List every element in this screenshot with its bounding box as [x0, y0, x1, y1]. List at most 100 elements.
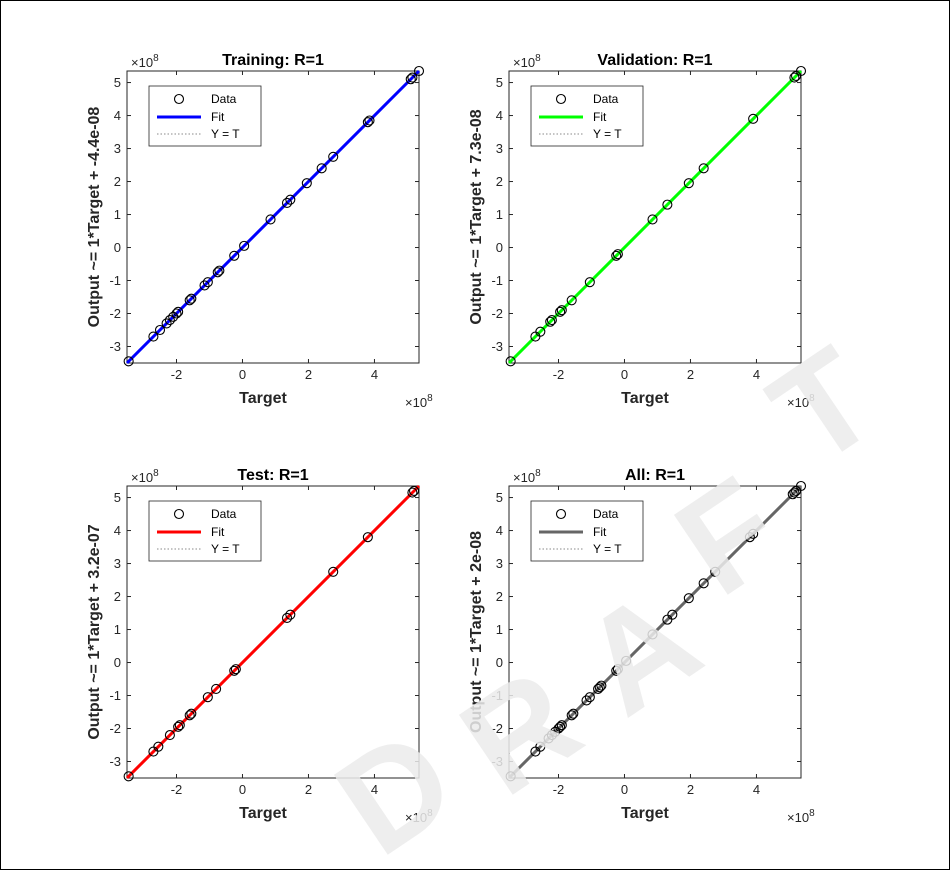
y-scale-exponent: 8 — [535, 468, 541, 479]
y-tick-label: 2 — [496, 174, 503, 189]
x-tick-label: 2 — [687, 367, 694, 382]
data-point — [164, 315, 175, 326]
data-point — [301, 178, 312, 189]
data-point — [744, 532, 755, 543]
y-tick-label: -1 — [109, 688, 121, 703]
y-tick-label: 3 — [496, 141, 503, 156]
y-tick-label: 5 — [496, 490, 503, 505]
y-scale-exponent: 8 — [535, 53, 541, 64]
x-tick-label: 4 — [371, 367, 378, 382]
data-point — [556, 305, 567, 316]
y-tick-label: -3 — [491, 754, 503, 769]
data-point — [683, 593, 694, 604]
data-point — [555, 721, 566, 732]
chart-title: Training: R=1 — [222, 52, 324, 69]
data-point — [748, 113, 759, 124]
y-tick-label: 2 — [496, 589, 503, 604]
data-point — [148, 331, 159, 342]
x-axis-label: Target — [621, 390, 669, 407]
y-tick-label: 0 — [496, 240, 503, 255]
y-tick-label: 4 — [114, 108, 121, 123]
x-tick-label: 0 — [621, 367, 628, 382]
data-point — [611, 250, 622, 261]
data-point — [584, 692, 595, 703]
x-tick-label: -2 — [553, 782, 565, 797]
x-tick-label: 2 — [305, 782, 312, 797]
y-tick-label: -3 — [109, 754, 121, 769]
x-tick-label: 0 — [239, 367, 246, 382]
data-point — [230, 664, 241, 675]
y-tick-label: 4 — [496, 108, 503, 123]
y-tick-label: 0 — [114, 240, 121, 255]
legend: Data Fit Y = T — [148, 500, 262, 562]
chart-title: Test: R=1 — [237, 467, 308, 484]
x-axis-label: Target — [239, 805, 287, 822]
data-point — [683, 178, 694, 189]
x-tick-label: -2 — [171, 782, 183, 797]
data-point — [505, 771, 516, 782]
y-tick-label: -2 — [491, 721, 503, 736]
data-point — [710, 566, 721, 577]
data-point — [285, 609, 296, 620]
legend-identity-label: Y = T — [211, 127, 240, 141]
data-point — [543, 733, 554, 744]
x-tick-label: 4 — [371, 782, 378, 797]
y-tick-label: -1 — [491, 273, 503, 288]
data-point — [362, 532, 373, 543]
data-point — [662, 199, 673, 210]
chart-title: Validation: R=1 — [597, 52, 712, 69]
data-point — [153, 741, 164, 752]
data-point — [184, 710, 195, 721]
data-point — [647, 629, 658, 640]
data-point — [328, 566, 339, 577]
data-point — [581, 695, 592, 706]
data-point — [186, 708, 197, 719]
data-point — [566, 295, 577, 306]
data-point — [186, 293, 197, 304]
x-axis-label: Target — [621, 805, 669, 822]
x-scale-exponent: 8 — [809, 393, 815, 404]
data-point — [698, 163, 709, 174]
data-point — [211, 683, 222, 694]
data-point — [154, 324, 166, 336]
legend-fit-label: Fit — [593, 110, 607, 124]
subplot-1: -2 0 2 4 -3 -2 -1 0 1 2 3 4 5 Training: R=1 Target Outp… — [86, 52, 433, 410]
data-point — [553, 723, 564, 734]
data-point — [787, 489, 798, 500]
data-point — [174, 720, 185, 731]
legend-data-marker — [555, 93, 567, 105]
legend-data-label: Data — [211, 92, 237, 106]
data-point — [239, 240, 250, 251]
data-point — [748, 528, 759, 539]
data-point — [789, 487, 800, 498]
y-tick-label: -2 — [109, 721, 121, 736]
data-point — [795, 480, 807, 492]
data-point — [596, 680, 607, 691]
y-tick-label: 4 — [496, 523, 503, 538]
data-point — [593, 683, 604, 694]
data-point — [173, 721, 184, 732]
y-tick-label: 2 — [114, 174, 121, 189]
y-tick-label: 1 — [114, 622, 121, 637]
x-tick-label: 0 — [239, 782, 246, 797]
data-point — [328, 151, 339, 162]
y-axis-label: Output ~= 1*Target + 2e-08 — [468, 531, 485, 733]
x-tick-label: 2 — [687, 782, 694, 797]
legend-data-label: Data — [593, 92, 619, 106]
y-tick-label: -3 — [109, 339, 121, 354]
legend-data-marker — [173, 508, 185, 520]
y-axis-label: Output ~= 1*Target + -4.4e-08 — [86, 107, 103, 328]
data-point — [647, 214, 658, 225]
y-scale-multiplier: ×108 — [513, 53, 541, 70]
x-scale-multiplier: ×108 — [787, 393, 815, 410]
data-point — [407, 487, 418, 498]
legend-fit-label: Fit — [211, 110, 225, 124]
y-tick-label: 2 — [114, 589, 121, 604]
fit-line — [125, 484, 421, 780]
data-point — [202, 692, 213, 703]
legend-data-marker — [555, 508, 567, 520]
legend: Data Fit Y = T — [148, 85, 262, 147]
y-tick-label: 0 — [114, 655, 121, 670]
y-tick-label: 0 — [496, 655, 503, 670]
